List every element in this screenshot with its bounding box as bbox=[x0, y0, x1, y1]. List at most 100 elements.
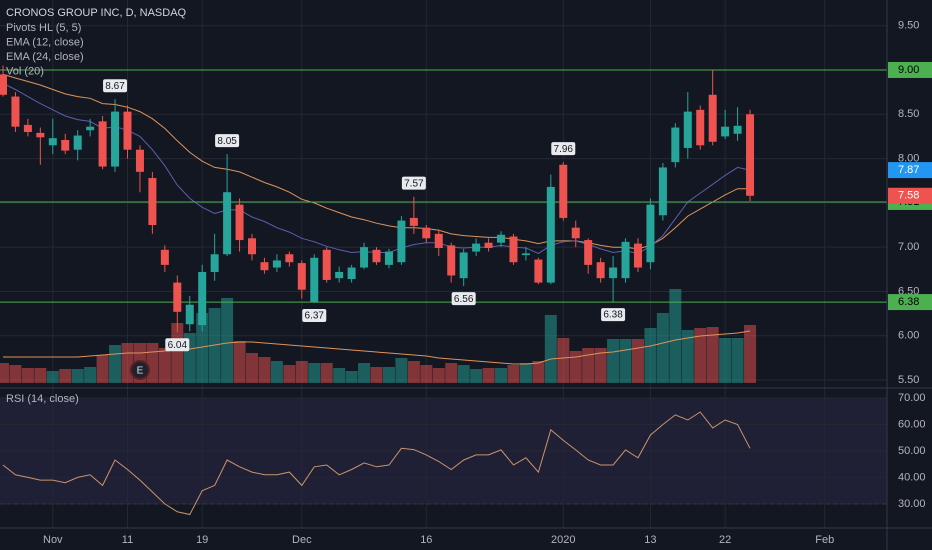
volume-bar bbox=[21, 368, 34, 383]
volume-bar bbox=[631, 339, 644, 383]
candle-body bbox=[123, 111, 132, 150]
volume-ma-line bbox=[3, 330, 751, 365]
volume-bar bbox=[482, 368, 495, 383]
pivot-label: 7.57 bbox=[404, 178, 424, 189]
volume-bar bbox=[744, 325, 757, 383]
candle-body bbox=[160, 249, 169, 265]
volume-bar bbox=[457, 365, 470, 383]
level-label-box bbox=[888, 294, 932, 311]
volume-bar bbox=[495, 368, 508, 383]
pivot-label: 8.67 bbox=[105, 81, 125, 92]
candle-body bbox=[36, 132, 45, 138]
chart-title: CRONOS GROUP INC, D, NASDAQ bbox=[6, 7, 187, 19]
volume-bar bbox=[395, 358, 408, 383]
last-value-box bbox=[888, 187, 932, 204]
candle-body bbox=[397, 220, 406, 263]
x-tick-label: 19 bbox=[196, 534, 208, 546]
candle-body bbox=[98, 121, 107, 167]
candle-body bbox=[384, 251, 393, 265]
level-label: 6.38 bbox=[898, 296, 919, 308]
volume-bar bbox=[295, 361, 308, 383]
volume-bar bbox=[569, 351, 582, 383]
volume-bar bbox=[270, 361, 283, 383]
y-tick-label: 6.00 bbox=[898, 330, 919, 342]
candle-body bbox=[285, 254, 294, 263]
volume-bar bbox=[246, 353, 259, 383]
candle-body bbox=[696, 109, 705, 146]
x-tick-label: Feb bbox=[815, 534, 834, 546]
candle-body bbox=[48, 138, 57, 146]
indicator-label: Pivots HL (5, 5) bbox=[6, 22, 81, 34]
level-label-box bbox=[888, 61, 932, 78]
candle-body bbox=[210, 254, 219, 272]
rsi-line bbox=[2, 411, 751, 516]
last-value-box bbox=[888, 162, 932, 179]
volume-bar bbox=[432, 368, 445, 383]
pivot-box bbox=[601, 308, 626, 322]
candle-body bbox=[235, 204, 244, 241]
candle-body bbox=[497, 234, 506, 243]
volume-bar bbox=[382, 367, 395, 383]
candle-body bbox=[322, 249, 331, 280]
candle-body bbox=[746, 114, 755, 196]
candle-body bbox=[434, 233, 443, 249]
volume-bar bbox=[121, 343, 134, 383]
volume-bar bbox=[96, 355, 109, 383]
candle-body bbox=[596, 262, 605, 279]
indicator-label: Vol (20) bbox=[6, 65, 44, 77]
candle-body bbox=[360, 247, 369, 268]
candle-body bbox=[459, 252, 468, 279]
x-tick-label: 22 bbox=[719, 534, 731, 546]
volume-bar bbox=[445, 363, 458, 383]
volume-bar bbox=[71, 369, 84, 383]
y-tick-label: 8.50 bbox=[898, 108, 919, 120]
volume-bar bbox=[158, 348, 171, 383]
candle-body bbox=[671, 127, 680, 163]
volume-bar bbox=[358, 363, 371, 383]
last-value-label: 7.87 bbox=[898, 164, 919, 176]
candle-body bbox=[148, 178, 157, 226]
volume-bar bbox=[607, 339, 620, 383]
volume-bar bbox=[34, 368, 47, 383]
rsi-tick-label: 30.00 bbox=[898, 498, 926, 510]
volume-bar bbox=[420, 365, 433, 383]
candle-body bbox=[11, 96, 20, 127]
pivot-box bbox=[215, 134, 240, 148]
candle-body bbox=[584, 240, 593, 265]
indicator-label: EMA (12, close) bbox=[6, 36, 84, 48]
candle-body bbox=[223, 192, 232, 255]
volume-bar bbox=[706, 327, 719, 383]
candle-body bbox=[185, 304, 194, 325]
candle-body bbox=[683, 111, 692, 148]
volume-bar bbox=[146, 343, 159, 383]
pivot-box bbox=[401, 176, 426, 190]
pivot-label: 6.37 bbox=[305, 311, 325, 322]
rsi-label: RSI (14, close) bbox=[6, 393, 79, 405]
candle-body bbox=[559, 164, 568, 218]
volume-bar bbox=[519, 363, 532, 383]
candle-body bbox=[472, 243, 481, 252]
event-label: E bbox=[137, 366, 144, 377]
pivot-box bbox=[165, 338, 190, 352]
y-tick-label: 7.00 bbox=[898, 241, 919, 253]
pivot-box bbox=[551, 142, 576, 156]
pivot-box bbox=[302, 308, 327, 322]
volume-bar bbox=[719, 338, 732, 383]
volume-bar bbox=[345, 371, 358, 383]
candle-body bbox=[0, 74, 7, 95]
volume-bar bbox=[594, 348, 607, 383]
candle-body bbox=[111, 111, 120, 167]
rsi-tick-label: 60.00 bbox=[898, 418, 926, 430]
volume-bar bbox=[532, 361, 545, 383]
x-tick-label: Nov bbox=[43, 534, 63, 546]
volume-bar bbox=[283, 365, 296, 383]
volume-bar bbox=[407, 361, 420, 383]
volume-bar bbox=[557, 338, 570, 383]
candle-body bbox=[633, 243, 642, 268]
volume-bar bbox=[681, 330, 694, 383]
rsi-tick-label: 40.00 bbox=[898, 471, 926, 483]
candle-body bbox=[621, 241, 630, 279]
volume-bar bbox=[308, 363, 321, 383]
volume-bar bbox=[9, 365, 22, 383]
candle-body bbox=[297, 263, 306, 290]
